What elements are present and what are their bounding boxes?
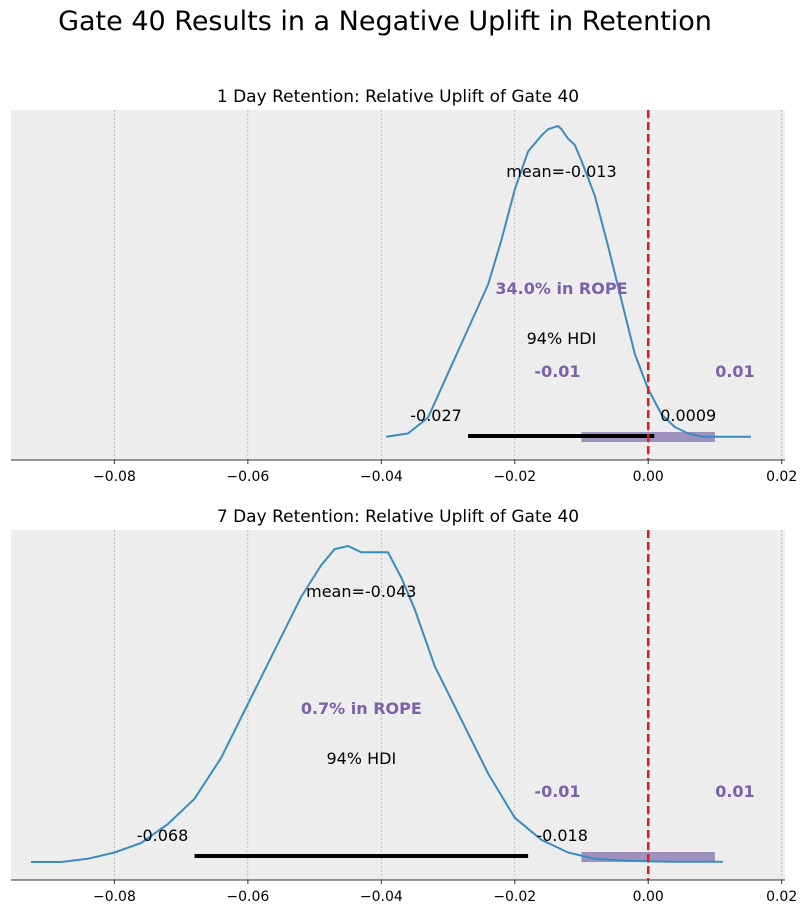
x-tick-label: −0.06 <box>226 469 269 485</box>
x-tick-label: −0.06 <box>226 889 269 905</box>
panel-1-day-retention: 1 Day Retention: Relative Uplift of Gate… <box>11 87 797 485</box>
panel-7-day-retention: 7 Day Retention: Relative Uplift of Gate… <box>11 507 797 905</box>
x-tick-label: 0.02 <box>766 469 797 485</box>
x-tick-label: 0.00 <box>633 469 664 485</box>
rope-lower-label: -0.01 <box>534 782 580 801</box>
plot-area <box>11 530 785 880</box>
panel-title: 7 Day Retention: Relative Uplift of Gate… <box>217 507 579 527</box>
x-tick-label: −0.04 <box>360 469 403 485</box>
rope-percent-label: 34.0% in ROPE <box>495 279 627 298</box>
x-tick-label: −0.02 <box>493 889 536 905</box>
hdi-probability-label: 94% HDI <box>326 749 396 768</box>
x-tick-label: −0.02 <box>493 469 536 485</box>
x-tick-label: 0.00 <box>633 889 664 905</box>
figure-title: Gate 40 Results in a Negative Uplift in … <box>58 6 712 37</box>
posterior-density-line <box>385 125 751 438</box>
x-tick-label: 0.02 <box>766 889 797 905</box>
mean-label: mean=-0.013 <box>506 162 616 181</box>
rope-percent-label: 0.7% in ROPE <box>301 699 422 718</box>
hdi-probability-label: 94% HDI <box>527 329 597 348</box>
rope-upper-label: 0.01 <box>715 782 754 801</box>
rope-upper-label: 0.01 <box>715 362 754 381</box>
x-tick-label: −0.08 <box>93 469 136 485</box>
x-tick-label: −0.08 <box>93 889 136 905</box>
panel-title: 1 Day Retention: Relative Uplift of Gate… <box>217 87 579 107</box>
plot-area <box>11 110 785 460</box>
rope-lower-label: -0.01 <box>534 362 580 381</box>
hdi-lower-label: -0.068 <box>137 826 189 845</box>
mean-label: mean=-0.043 <box>306 582 416 601</box>
hdi-upper-label: -0.018 <box>536 826 588 845</box>
hdi-upper-label: 0.0009 <box>660 406 716 425</box>
posterior-density-line <box>31 545 723 863</box>
x-tick-label: −0.04 <box>360 889 403 905</box>
hdi-lower-label: -0.027 <box>410 406 462 425</box>
